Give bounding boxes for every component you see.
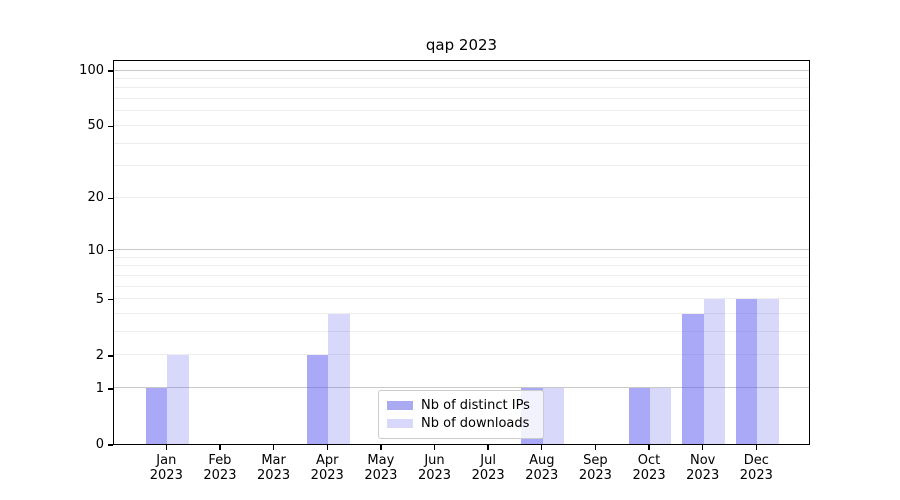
legend-entry-distinct-ips: Nb of distinct IPs [387, 397, 535, 414]
y-tick-label-20: 20 [87, 190, 104, 206]
gridline-minor-2 [114, 354, 809, 356]
bar-downloads-oct [650, 387, 672, 444]
x-tick-feb [219, 445, 221, 450]
x-tick-label-apr: Apr 2023 [310, 453, 344, 483]
x-tick-jun [433, 445, 436, 450]
y-tick-label-0: 0 [95, 437, 104, 452]
y-tick-1 [108, 388, 113, 390]
bar-distinct-ips-oct [628, 387, 651, 444]
bar-downloads-dec [757, 298, 779, 444]
y-tick-label-10: 10 [87, 242, 104, 258]
bar-downloads-nov [703, 298, 726, 444]
x-tick-label-oct: Oct 2023 [632, 453, 666, 483]
x-tick-label-jun: Jun 2023 [417, 453, 452, 483]
x-tick-aug [541, 445, 543, 450]
x-tick-label-dec: Dec 2023 [739, 453, 773, 483]
y-tick-label-5: 5 [95, 291, 104, 307]
bar-distinct-ips-apr [306, 354, 329, 444]
x-tick-label-jul: Jul 2023 [471, 453, 505, 483]
y-tick-label-100: 100 [79, 63, 104, 78]
gridline-minor-20 [114, 196, 809, 198]
legend-swatch-distinct-ips [387, 401, 413, 410]
y-tick-2 [108, 355, 113, 357]
y-tick-20 [108, 197, 113, 199]
gridline-minor-4 [114, 313, 809, 315]
gridline-major-1 [114, 387, 809, 389]
x-tick-label-nov: Nov 2023 [686, 453, 720, 483]
x-tick-label-jan: Jan 2023 [149, 453, 183, 483]
gridline-minor-40 [114, 142, 809, 144]
gridline-minor-30 [114, 165, 809, 167]
gridline-major-10 [114, 249, 809, 251]
gridline-minor-50 [114, 124, 809, 126]
bar-downloads-apr [328, 313, 350, 444]
gridline-minor-3 [114, 331, 809, 333]
x-tick-sep [594, 445, 597, 450]
x-tick-label-feb: Feb 2023 [203, 453, 237, 483]
x-tick-label-may: May 2023 [364, 453, 398, 483]
y-tick-0 [108, 444, 113, 446]
gridline-minor-6 [114, 285, 809, 287]
gridline-minor-5 [114, 298, 809, 300]
x-tick-may [380, 445, 382, 450]
y-tick-10 [108, 249, 113, 252]
y-tick-label-2: 2 [95, 347, 104, 363]
bar-distinct-ips-dec [735, 298, 758, 444]
x-tick-mar [272, 445, 275, 450]
legend-label-distinct-ips: Nb of distinct IPs [421, 398, 530, 413]
gridline-minor-70 [114, 98, 809, 100]
legend: Nb of distinct IPs Nb of downloads [378, 390, 544, 439]
bar-distinct-ips-jan [145, 387, 168, 444]
x-tick-jan [165, 445, 167, 450]
y-tick-5 [108, 299, 113, 301]
gridline-minor-60 [114, 110, 809, 112]
gridline-minor-9 [114, 256, 809, 258]
gridline-minor-8 [114, 265, 809, 267]
x-tick-nov [702, 445, 704, 450]
gridline-minor-90 [114, 77, 809, 79]
x-tick-jul [487, 445, 489, 450]
y-tick-50 [108, 125, 113, 128]
plot-area [113, 60, 810, 445]
x-tick-apr [326, 445, 328, 450]
x-tick-oct [648, 445, 650, 450]
y-tick-label-1: 1 [95, 380, 104, 396]
x-tick-label-sep: Sep 2023 [578, 453, 612, 483]
x-tick-dec [755, 445, 758, 450]
bar-distinct-ips-nov [682, 313, 704, 444]
gridline-minor-80 [114, 87, 809, 89]
legend-label-downloads: Nb of downloads [421, 416, 530, 431]
y-tick-label-50: 50 [87, 118, 104, 134]
bar-downloads-aug [542, 387, 565, 444]
x-tick-label-mar: Mar 2023 [257, 453, 291, 483]
x-tick-label-aug: Aug 2023 [525, 453, 559, 483]
y-tick-100 [108, 70, 113, 72]
gridline-minor-7 [114, 275, 809, 276]
chart-title: qap 2023 [425, 36, 498, 54]
gridline-major-100 [114, 69, 809, 71]
bar-downloads-jan [167, 354, 189, 444]
legend-swatch-downloads [387, 419, 413, 428]
legend-entry-downloads: Nb of downloads [387, 415, 535, 432]
